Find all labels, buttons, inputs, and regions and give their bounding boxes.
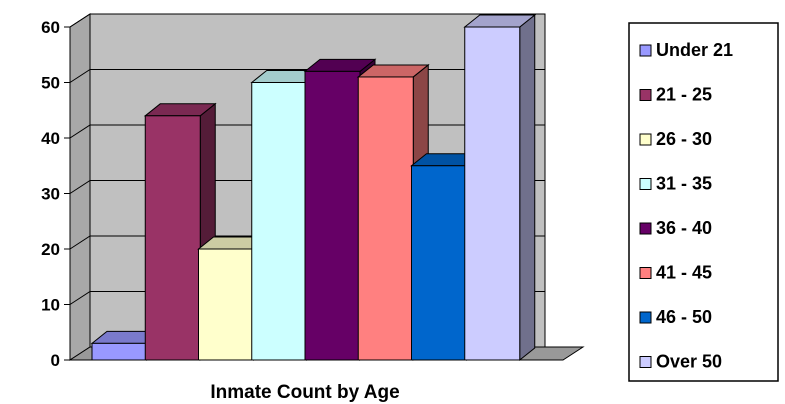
- bar-side: [519, 13, 536, 362]
- legend-box: [628, 22, 779, 382]
- legend-item: 21 - 25: [639, 85, 712, 105]
- bar-1: [143, 102, 217, 362]
- legend-swatch: [639, 311, 652, 324]
- x-axis-label: Inmate Count by Age: [210, 382, 399, 403]
- bar-front: [144, 115, 201, 361]
- legend-item: 26 - 30: [639, 129, 712, 149]
- bar-5: [356, 63, 430, 362]
- bar-front: [464, 26, 521, 361]
- legend-item: 31 - 35: [639, 174, 712, 194]
- bar-front: [357, 76, 414, 361]
- legend-label: 21 - 25: [656, 85, 712, 105]
- y-tick-label: 30: [41, 185, 60, 204]
- y-tick-label: 50: [41, 74, 60, 93]
- legend-item: 41 - 45: [639, 263, 712, 283]
- legend-swatch: [639, 89, 652, 101]
- bars: [90, 13, 537, 362]
- legend-item: 36 - 40: [639, 218, 712, 238]
- y-tick-label: 0: [51, 351, 60, 370]
- legend-label: 31 - 35: [656, 174, 712, 194]
- legend-label: 36 - 40: [656, 218, 712, 238]
- legend: Under 21 21 - 25 26 - 30 31 - 35 36 - 40 41 -…: [628, 22, 779, 382]
- legend-swatch: [639, 178, 652, 190]
- legend-label: 26 - 30: [656, 129, 712, 149]
- y-tick-label: 40: [41, 129, 60, 148]
- y-tick-label: 20: [41, 240, 60, 259]
- bar-front: [198, 248, 254, 361]
- legend-item: Over 50: [639, 352, 722, 372]
- legend-swatch: [639, 356, 652, 368]
- legend-swatch: [639, 44, 652, 57]
- legend-label: 46 - 50: [656, 307, 712, 327]
- bar-7: [463, 13, 537, 362]
- legend-label: 41 - 45: [656, 263, 712, 283]
- y-axis: 0 10 20 30 40 50 60: [41, 18, 71, 370]
- legend-swatch: [639, 267, 652, 279]
- legend-label: Under 21: [656, 40, 733, 60]
- gridline: [69, 13, 545, 28]
- bar-front: [251, 82, 308, 361]
- bar-front: [411, 165, 467, 361]
- bar-front: [304, 70, 361, 361]
- y-tick-label: 60: [41, 18, 60, 37]
- bar-front: [91, 342, 148, 361]
- legend-label: Over 50: [656, 352, 722, 372]
- legend-swatch: [639, 133, 652, 146]
- y-tick-label: 10: [41, 296, 60, 315]
- legend-item: 46 - 50: [639, 307, 712, 327]
- legend-item: Under 21: [639, 40, 733, 60]
- legend-swatch: [639, 222, 652, 235]
